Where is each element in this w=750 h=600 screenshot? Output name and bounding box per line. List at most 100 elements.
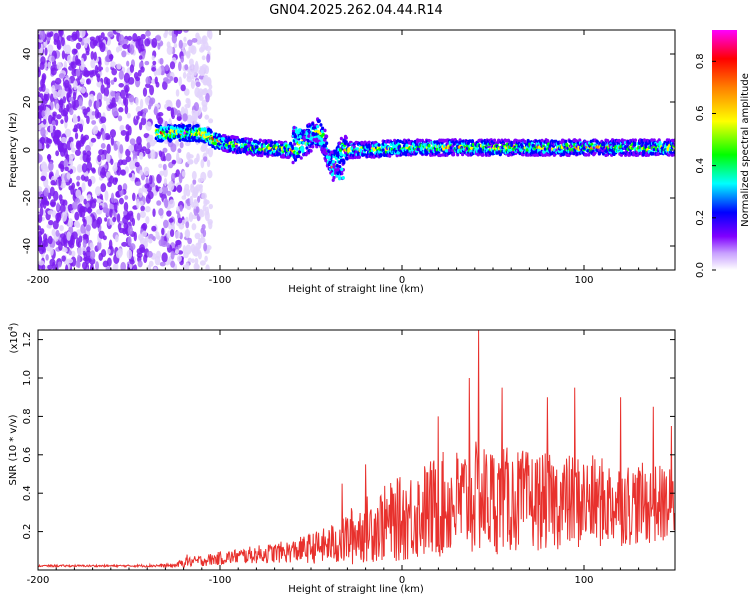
- heatmap-cell: [242, 149, 246, 154]
- heatmap-cell: [201, 88, 208, 96]
- colorbar-tick-label: 0.4: [695, 158, 706, 174]
- heatmap-cell: [104, 190, 109, 201]
- colorbar-ticks: 0.0 0.2 0.4 0.6 0.8: [695, 53, 716, 278]
- heatmap-cell: [67, 218, 74, 228]
- heatmap-x-ticks: -200 -100 0 100: [27, 30, 676, 286]
- heatmap-cell: [251, 146, 255, 151]
- x-tick-label: -200: [27, 575, 50, 586]
- heatmap-cell: [45, 143, 50, 149]
- heatmap-cell: [74, 149, 81, 156]
- heatmap-cell: [134, 161, 140, 168]
- heatmap-cell: [56, 61, 62, 71]
- heatmap-cell: [171, 33, 178, 44]
- heatmap-cell: [91, 111, 96, 116]
- heatmap-cell: [78, 37, 83, 43]
- heatmap-cell: [315, 137, 319, 142]
- heatmap-cell: [47, 210, 53, 215]
- heatmap-cell: [211, 144, 215, 149]
- heatmap-cell: [139, 244, 145, 253]
- heatmap-cell: [526, 153, 530, 157]
- heatmap-cell: [191, 38, 198, 43]
- heatmap-cell: [110, 79, 115, 85]
- heatmap-cell: [70, 256, 77, 267]
- heatmap-cell: [72, 115, 78, 124]
- heatmap-cell: [50, 179, 56, 186]
- heatmap-cell: [168, 218, 174, 223]
- heatmap-cell: [38, 42, 42, 50]
- heatmap-cell: [79, 30, 86, 38]
- heatmap-cell: [171, 159, 177, 165]
- heatmap-cell: [292, 125, 296, 130]
- heatmap-cell: [118, 82, 125, 88]
- heatmap-cell: [305, 132, 309, 136]
- heatmap-cell: [181, 219, 186, 225]
- heatmap-cell: [66, 258, 74, 264]
- heatmap-cell: [156, 173, 162, 184]
- heatmap-cell: [295, 147, 299, 152]
- heatmap-cell: [182, 245, 187, 254]
- heatmap-cell: [138, 151, 144, 160]
- heatmap-cell: [207, 170, 213, 179]
- heatmap-cell: [121, 50, 127, 58]
- heatmap-cell: [293, 142, 297, 146]
- heatmap-cell: [48, 220, 54, 226]
- heatmap-cell: [258, 138, 262, 143]
- heatmap-cell: [129, 243, 136, 251]
- heatmap-cell: [106, 248, 111, 255]
- heatmap-cell: [157, 42, 161, 50]
- heatmap-cell: [108, 54, 114, 60]
- heatmap-cell: [100, 84, 105, 94]
- snr-x-ticks: -200 -100 0 100: [27, 330, 676, 586]
- heatmap-cell: [170, 107, 175, 118]
- heatmap-cell: [669, 150, 673, 154]
- heatmap-cell: [98, 60, 102, 67]
- heatmap-cell: [201, 99, 208, 108]
- heatmap-cell: [138, 122, 143, 131]
- y-tick-label: 20: [22, 96, 33, 109]
- heatmap-cell: [334, 149, 338, 154]
- heatmap-cell: [209, 130, 213, 134]
- heatmap-cell: [196, 124, 200, 128]
- heatmap-cell: [353, 155, 357, 160]
- heatmap-cell: [584, 153, 588, 157]
- heatmap-cell: [158, 134, 162, 139]
- heatmap-cell: [201, 64, 208, 71]
- heatmap-cell: [152, 208, 156, 217]
- heatmap-cell: [81, 182, 86, 192]
- heatmap-cell: [81, 261, 88, 270]
- heatmap-cell: [106, 171, 111, 178]
- heatmap-cell: [336, 167, 340, 171]
- heatmap-cell: [162, 163, 167, 171]
- heatmap-cell: [656, 152, 660, 156]
- heatmap-cell: [190, 79, 195, 89]
- heatmap-cell: [142, 108, 148, 114]
- heatmap-cell: [122, 38, 129, 45]
- heatmap-cell: [213, 141, 217, 146]
- heatmap-cell: [153, 106, 158, 116]
- heatmap-cell: [48, 161, 54, 172]
- heatmap-cell: [152, 236, 156, 242]
- heatmap-cell: [86, 161, 93, 171]
- heatmap-cell: [145, 121, 152, 131]
- heatmap-cell: [325, 134, 329, 139]
- heatmap-x-label: Height of straight line (km): [288, 284, 424, 295]
- heatmap-cell: [38, 96, 42, 106]
- heatmap-cell: [420, 146, 424, 150]
- heatmap-cell: [158, 239, 164, 247]
- heatmap-cell: [149, 175, 153, 185]
- heatmap-cell: [154, 255, 161, 266]
- heatmap-cell: [433, 140, 437, 144]
- heatmap-cell: [49, 93, 54, 103]
- heatmap-cell: [150, 149, 156, 160]
- heatmap-cell: [51, 55, 55, 63]
- heatmap-cell: [61, 142, 68, 154]
- heatmap-cell: [78, 235, 83, 243]
- heatmap-cell: [63, 247, 68, 253]
- heatmap-cell: [177, 148, 182, 154]
- heatmap-cell: [129, 159, 135, 170]
- snr-frame: [37, 329, 676, 571]
- heatmap-cell: [185, 229, 190, 239]
- heatmap-cell: [320, 126, 325, 131]
- heatmap-cell: [38, 244, 43, 251]
- heatmap-cell: [109, 129, 116, 138]
